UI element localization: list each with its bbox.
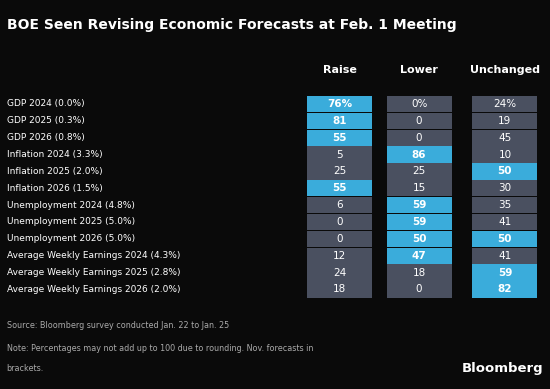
Text: Lower: Lower bbox=[400, 65, 438, 75]
Text: BOE Seen Revising Economic Forecasts at Feb. 1 Meeting: BOE Seen Revising Economic Forecasts at … bbox=[7, 18, 456, 32]
Text: 5: 5 bbox=[337, 149, 343, 159]
Text: GDP 2024 (0.0%): GDP 2024 (0.0%) bbox=[7, 100, 84, 109]
Text: 0: 0 bbox=[337, 217, 343, 227]
Text: 76%: 76% bbox=[327, 99, 353, 109]
Text: GDP 2026 (0.8%): GDP 2026 (0.8%) bbox=[7, 133, 84, 142]
Text: 0: 0 bbox=[416, 284, 422, 294]
Text: Unemployment 2024 (4.8%): Unemployment 2024 (4.8%) bbox=[7, 201, 134, 210]
Text: 41: 41 bbox=[498, 251, 512, 261]
Text: 19: 19 bbox=[498, 116, 512, 126]
Text: 0%: 0% bbox=[411, 99, 427, 109]
Text: 12: 12 bbox=[333, 251, 346, 261]
Text: 50: 50 bbox=[498, 166, 512, 177]
Text: Inflation 2024 (3.3%): Inflation 2024 (3.3%) bbox=[7, 150, 102, 159]
Text: 30: 30 bbox=[498, 183, 512, 193]
Text: Inflation 2026 (1.5%): Inflation 2026 (1.5%) bbox=[7, 184, 102, 193]
Text: brackets.: brackets. bbox=[7, 364, 44, 373]
Text: Source: Bloomberg survey conducted Jan. 22 to Jan. 25: Source: Bloomberg survey conducted Jan. … bbox=[7, 321, 229, 330]
Text: 24%: 24% bbox=[493, 99, 516, 109]
Text: 35: 35 bbox=[498, 200, 512, 210]
Text: Unemployment 2025 (5.0%): Unemployment 2025 (5.0%) bbox=[7, 217, 135, 226]
Text: Raise: Raise bbox=[323, 65, 357, 75]
Text: 59: 59 bbox=[412, 217, 426, 227]
Text: 82: 82 bbox=[498, 284, 512, 294]
Text: 86: 86 bbox=[412, 149, 426, 159]
Text: 50: 50 bbox=[412, 234, 426, 244]
Text: 6: 6 bbox=[337, 200, 343, 210]
Text: Average Weekly Earnings 2025 (2.8%): Average Weekly Earnings 2025 (2.8%) bbox=[7, 268, 180, 277]
Text: 45: 45 bbox=[498, 133, 512, 143]
Text: 0: 0 bbox=[337, 234, 343, 244]
Text: 15: 15 bbox=[412, 183, 426, 193]
Text: 0: 0 bbox=[416, 133, 422, 143]
Text: 55: 55 bbox=[333, 183, 347, 193]
Text: 18: 18 bbox=[412, 268, 426, 278]
Text: 47: 47 bbox=[412, 251, 426, 261]
Text: Average Weekly Earnings 2024 (4.3%): Average Weekly Earnings 2024 (4.3%) bbox=[7, 251, 180, 260]
Text: Unchanged: Unchanged bbox=[470, 65, 540, 75]
Text: GDP 2025 (0.3%): GDP 2025 (0.3%) bbox=[7, 116, 84, 125]
Text: 0: 0 bbox=[416, 116, 422, 126]
Text: 24: 24 bbox=[333, 268, 346, 278]
Text: 50: 50 bbox=[498, 234, 512, 244]
Text: 59: 59 bbox=[412, 200, 426, 210]
Text: 25: 25 bbox=[412, 166, 426, 177]
Text: Note: Percentages may not add up to 100 due to rounding. Nov. forecasts in: Note: Percentages may not add up to 100 … bbox=[7, 344, 313, 353]
Text: 59: 59 bbox=[498, 268, 512, 278]
Text: Unemployment 2026 (5.0%): Unemployment 2026 (5.0%) bbox=[7, 234, 135, 244]
Text: 18: 18 bbox=[333, 284, 346, 294]
Text: 81: 81 bbox=[333, 116, 347, 126]
Text: 25: 25 bbox=[333, 166, 346, 177]
Text: 55: 55 bbox=[333, 133, 347, 143]
Text: 10: 10 bbox=[498, 149, 512, 159]
Text: Bloomberg: Bloomberg bbox=[462, 363, 543, 375]
Text: 41: 41 bbox=[498, 217, 512, 227]
Text: Average Weekly Earnings 2026 (2.0%): Average Weekly Earnings 2026 (2.0%) bbox=[7, 285, 180, 294]
Text: Inflation 2025 (2.0%): Inflation 2025 (2.0%) bbox=[7, 167, 102, 176]
